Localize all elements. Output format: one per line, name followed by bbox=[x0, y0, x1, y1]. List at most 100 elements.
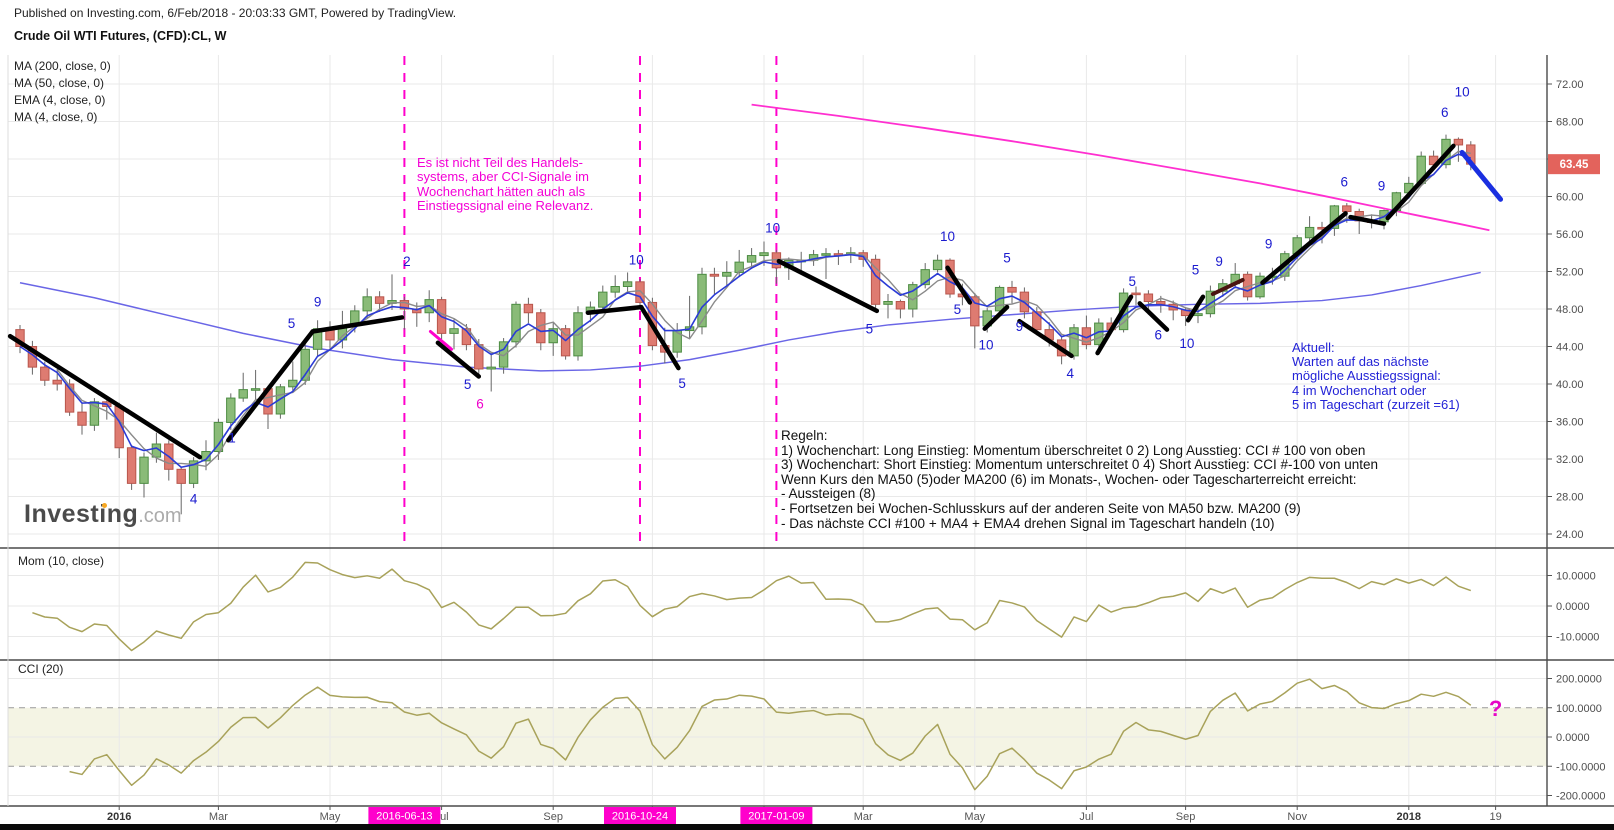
svg-text:Sep: Sep bbox=[543, 811, 563, 823]
svg-text:5: 5 bbox=[1129, 274, 1137, 289]
note-line: Aktuell: bbox=[1292, 340, 1335, 355]
svg-text:9: 9 bbox=[1016, 319, 1024, 334]
candle[interactable] bbox=[126, 447, 137, 484]
candle[interactable] bbox=[1205, 290, 1216, 315]
svg-text:0.0000: 0.0000 bbox=[1556, 732, 1590, 744]
candle[interactable] bbox=[635, 281, 645, 303]
svg-text:2018: 2018 bbox=[1397, 811, 1421, 823]
candle[interactable] bbox=[238, 389, 248, 399]
highlighted-date[interactable] bbox=[740, 807, 813, 824]
svg-text:5: 5 bbox=[1003, 250, 1011, 265]
candle[interactable] bbox=[449, 328, 459, 334]
price-axis: 72.0068.0064.0060.0056.0052.0048.0044.00… bbox=[1547, 79, 1606, 803]
candle[interactable] bbox=[746, 255, 757, 263]
candle[interactable] bbox=[300, 348, 310, 381]
candle[interactable] bbox=[920, 269, 930, 286]
ma200-line bbox=[751, 103, 1490, 232]
candle[interactable] bbox=[1069, 327, 1079, 357]
candle[interactable] bbox=[176, 468, 186, 484]
candle[interactable] bbox=[511, 303, 521, 343]
candle[interactable] bbox=[77, 411, 87, 426]
candle[interactable] bbox=[64, 383, 75, 413]
svg-text:2016: 2016 bbox=[107, 811, 131, 823]
candle[interactable] bbox=[288, 379, 298, 388]
candle[interactable] bbox=[1193, 313, 1203, 317]
note-line: Warten auf das nächste bbox=[1292, 354, 1429, 370]
svg-text:-10.0000: -10.0000 bbox=[1556, 632, 1599, 644]
candle[interactable] bbox=[697, 273, 707, 328]
svg-text:36.00: 36.00 bbox=[1556, 417, 1584, 429]
candle[interactable] bbox=[932, 259, 943, 271]
candle[interactable] bbox=[399, 300, 410, 310]
candle[interactable] bbox=[722, 271, 732, 277]
candle[interactable] bbox=[226, 397, 236, 423]
candle[interactable] bbox=[709, 273, 720, 277]
highlighted-date[interactable] bbox=[368, 807, 441, 824]
svg-text:9: 9 bbox=[1378, 178, 1386, 193]
candle[interactable] bbox=[1131, 292, 1141, 296]
svg-text:5: 5 bbox=[464, 377, 472, 392]
candle[interactable] bbox=[610, 286, 620, 293]
legend-ma50[interactable]: MA (50, close, 0) bbox=[14, 76, 105, 90]
svg-text:Jul: Jul bbox=[1079, 811, 1093, 823]
candle[interactable] bbox=[1453, 138, 1464, 146]
note-line: Regeln: bbox=[781, 428, 828, 443]
candle[interactable] bbox=[821, 253, 831, 256]
momentum-pane-label[interactable]: Mom (10, close) bbox=[18, 554, 105, 568]
note-line: mögliche Ausstiegssignal: bbox=[1292, 368, 1441, 384]
candle[interactable] bbox=[52, 379, 62, 385]
note-line: Wochenchart hätten auch als bbox=[417, 183, 586, 199]
candle[interactable] bbox=[1143, 293, 1154, 302]
candle[interactable] bbox=[139, 456, 149, 484]
candle[interactable] bbox=[40, 366, 50, 381]
candle[interactable] bbox=[1342, 205, 1352, 212]
candle[interactable] bbox=[622, 281, 633, 287]
candle[interactable] bbox=[362, 296, 372, 312]
candle[interactable] bbox=[598, 291, 608, 308]
svg-text:May: May bbox=[320, 811, 341, 823]
candle[interactable] bbox=[970, 296, 980, 327]
candle[interactable] bbox=[188, 460, 199, 484]
svg-text:5: 5 bbox=[866, 322, 874, 337]
svg-text:10: 10 bbox=[1455, 85, 1470, 100]
candle[interactable] bbox=[250, 388, 261, 391]
svg-text:5: 5 bbox=[678, 376, 686, 391]
candle[interactable] bbox=[734, 261, 744, 273]
svg-text:10: 10 bbox=[940, 229, 955, 244]
candle[interactable] bbox=[486, 366, 496, 370]
candle[interactable] bbox=[374, 296, 385, 304]
last-price-tag[interactable]: 63.45 bbox=[1548, 154, 1600, 175]
candle[interactable] bbox=[883, 301, 893, 305]
cci-note: Es ist nicht Teil des Handels-systems, a… bbox=[417, 155, 593, 214]
candle[interactable] bbox=[275, 386, 286, 415]
candle[interactable] bbox=[759, 252, 769, 257]
candle[interactable] bbox=[1032, 311, 1042, 331]
candle[interactable] bbox=[1007, 286, 1017, 293]
candle[interactable] bbox=[895, 301, 906, 310]
legend-ema4[interactable]: EMA (4, close, 0) bbox=[14, 93, 106, 107]
trend-lines-black bbox=[7, 143, 1456, 460]
candle[interactable] bbox=[560, 328, 571, 357]
candle[interactable] bbox=[536, 312, 546, 344]
candle[interactable] bbox=[27, 346, 38, 368]
highlighted-date[interactable] bbox=[604, 807, 676, 824]
note-line: - Aussteigen (8) bbox=[781, 486, 876, 502]
pane-borders bbox=[0, 55, 1614, 830]
candle[interactable] bbox=[548, 328, 558, 344]
svg-text:9: 9 bbox=[1265, 236, 1273, 251]
cci-pane-label[interactable]: CCI (20) bbox=[18, 662, 64, 676]
candle[interactable] bbox=[1304, 226, 1315, 239]
indicator-legend: MA (200, close, 0) MA (50, close, 0) EMA… bbox=[14, 58, 111, 126]
candle[interactable] bbox=[870, 258, 881, 305]
regeln-note: Regeln: 1) Wochenchart: Long Einstieg: Mo… bbox=[781, 428, 1378, 531]
svg-text:100.0000: 100.0000 bbox=[1556, 703, 1602, 715]
candle[interactable] bbox=[523, 303, 534, 314]
svg-text:4: 4 bbox=[1067, 366, 1075, 381]
svg-text:2: 2 bbox=[403, 254, 411, 269]
time-axis[interactable]: 2016MarMayJulSepNov2017MarMayJulSepNov20… bbox=[107, 806, 1502, 824]
svg-text:Sep: Sep bbox=[1176, 811, 1196, 823]
legend-ma200[interactable]: MA (200, close, 0) bbox=[14, 59, 111, 73]
legend-ma4[interactable]: MA (4, close, 0) bbox=[14, 110, 98, 124]
investing-logo: Investing.com bbox=[24, 500, 182, 529]
